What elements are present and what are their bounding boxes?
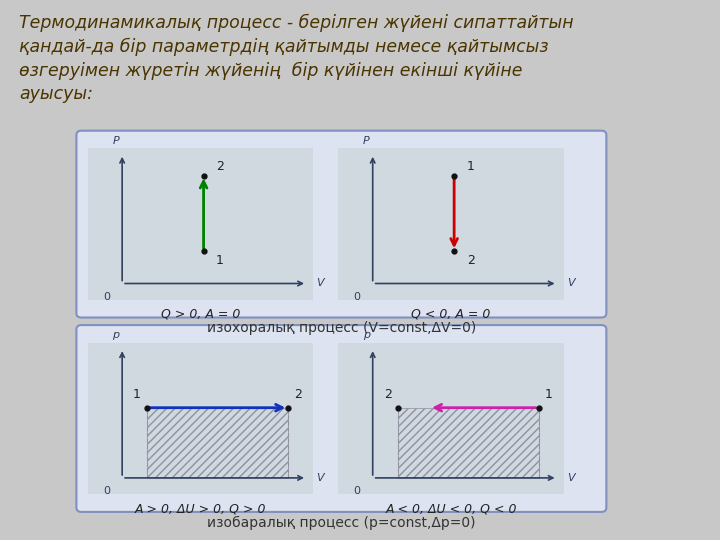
Text: P: P — [363, 136, 370, 146]
Text: 1: 1 — [467, 160, 474, 173]
Text: p: p — [363, 330, 370, 340]
Text: 1: 1 — [133, 388, 141, 401]
Bar — [397, 408, 539, 478]
Text: 2: 2 — [467, 254, 474, 267]
Text: 0: 0 — [103, 292, 110, 302]
Bar — [338, 148, 564, 300]
Bar — [147, 408, 288, 478]
Text: V: V — [316, 473, 324, 483]
FancyBboxPatch shape — [76, 131, 606, 318]
Text: Термодинамикалық процесс - берілген жүйені сипаттайтын
қандай-да бір параметрдің: Термодинамикалық процесс - берілген жүйе… — [19, 14, 573, 103]
Text: Q > 0, A = 0: Q > 0, A = 0 — [161, 308, 240, 321]
Text: 2: 2 — [384, 388, 392, 401]
Bar — [88, 148, 313, 300]
Text: 0: 0 — [354, 292, 361, 302]
Text: 2: 2 — [294, 388, 302, 401]
Text: A < 0, ΔU < 0, Q < 0: A < 0, ΔU < 0, Q < 0 — [385, 502, 517, 515]
Text: V: V — [316, 279, 324, 288]
Text: изохоралық процесс (V=const,ΔV=0): изохоралық процесс (V=const,ΔV=0) — [207, 321, 476, 335]
Text: 2: 2 — [216, 160, 224, 173]
Text: 0: 0 — [103, 486, 110, 496]
Text: P: P — [112, 136, 120, 146]
Text: A > 0, ΔU > 0, Q > 0: A > 0, ΔU > 0, Q > 0 — [135, 502, 266, 515]
Text: 1: 1 — [545, 388, 553, 401]
Bar — [338, 343, 564, 494]
Text: 1: 1 — [216, 254, 224, 267]
Text: изобаралық процесс (р=const,Δp=0): изобаралық процесс (р=const,Δp=0) — [207, 516, 476, 530]
FancyBboxPatch shape — [76, 325, 606, 512]
Text: V: V — [567, 473, 575, 483]
Text: 0: 0 — [354, 486, 361, 496]
Text: p: p — [112, 330, 120, 340]
Text: V: V — [567, 279, 575, 288]
Text: Q < 0, A = 0: Q < 0, A = 0 — [411, 308, 491, 321]
Bar — [88, 343, 313, 494]
